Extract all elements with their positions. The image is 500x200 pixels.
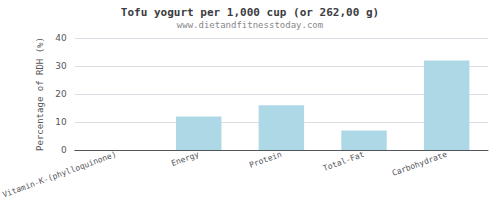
svg-text:Percentage of RDH (%): Percentage of RDH (%) [35, 37, 45, 151]
svg-text:20: 20 [55, 89, 67, 99]
svg-text:Vitamin-K-(phylloquinone): Vitamin-K-(phylloquinone) [1, 150, 117, 200]
svg-text:Energy: Energy [170, 150, 200, 168]
svg-text:40: 40 [55, 33, 67, 43]
svg-text:0: 0 [61, 145, 67, 155]
svg-text:www.dietandfitnesstoday.com: www.dietandfitnesstoday.com [177, 20, 323, 30]
svg-text:Carbohydrate: Carbohydrate [391, 150, 449, 178]
svg-text:30: 30 [55, 61, 67, 71]
svg-text:Tofu yogurt per 1,000 cup (or: Tofu yogurt per 1,000 cup (or 262,00 g) [121, 6, 379, 19]
svg-text:Total-Fat: Total-Fat [322, 150, 366, 173]
svg-text:10: 10 [55, 117, 67, 127]
svg-text:Protein: Protein [248, 150, 283, 170]
